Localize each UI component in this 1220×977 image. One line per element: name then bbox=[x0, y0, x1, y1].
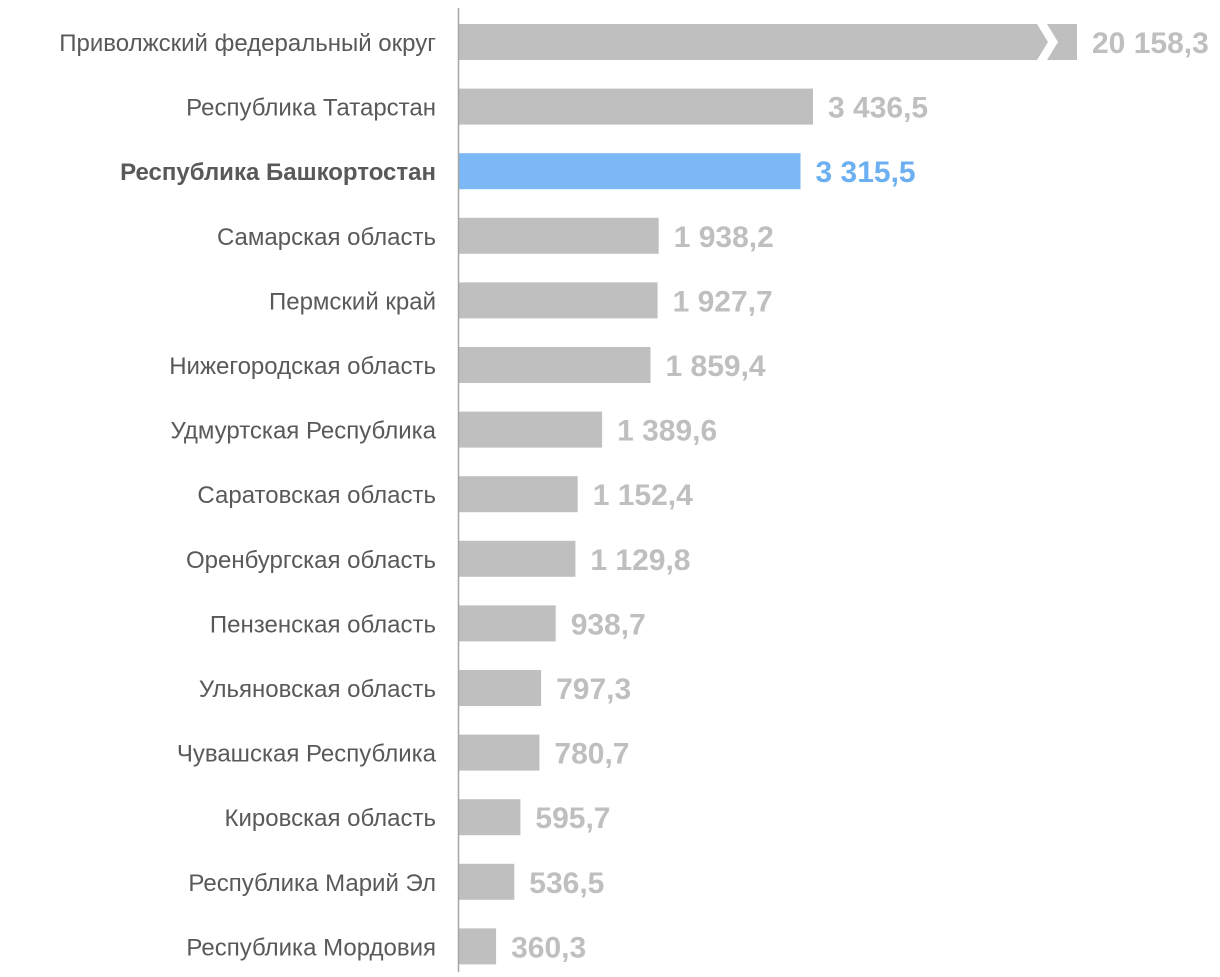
bar bbox=[459, 347, 651, 383]
category-label: Республика Марий Эл bbox=[188, 870, 436, 897]
bar bbox=[459, 88, 813, 125]
category-label: Оренбургская область bbox=[186, 547, 436, 574]
bars-group bbox=[459, 24, 1077, 965]
bar bbox=[459, 153, 801, 190]
value-label: 938,7 bbox=[571, 608, 646, 641]
category-label: Саратовская область bbox=[197, 482, 436, 509]
bar bbox=[459, 670, 542, 706]
value-label: 1 389,6 bbox=[617, 415, 717, 448]
category-label: Республика Татарстан bbox=[186, 95, 436, 122]
bar bbox=[459, 928, 497, 965]
value-label: 1 129,8 bbox=[590, 544, 690, 577]
value-label: 1 938,2 bbox=[674, 221, 774, 254]
value-label: 1 152,4 bbox=[593, 479, 693, 512]
category-label: Пермский край bbox=[269, 288, 436, 315]
category-label: Кировская область bbox=[225, 805, 436, 832]
category-label: Самарская область bbox=[217, 224, 436, 251]
category-label: Ульяновская область bbox=[199, 676, 436, 703]
category-label: Республика Башкортостан bbox=[120, 159, 436, 186]
value-label: 3 436,5 bbox=[828, 92, 928, 125]
bar bbox=[459, 476, 578, 513]
bar bbox=[459, 24, 1077, 60]
category-label: Приволжский федеральный округ bbox=[59, 30, 436, 57]
bar bbox=[459, 605, 556, 642]
category-labels: Приволжский федеральный округ Республика … bbox=[59, 30, 436, 961]
category-label: Удмуртская Республика bbox=[171, 418, 437, 445]
category-label: Чувашская Республика bbox=[177, 741, 437, 768]
value-label: 360,3 bbox=[511, 931, 586, 964]
bar bbox=[459, 540, 576, 577]
bar bbox=[459, 282, 658, 319]
value-label: 20 158,3 bbox=[1092, 27, 1209, 60]
category-label: Нижегородская область bbox=[169, 353, 436, 380]
value-label: 780,7 bbox=[554, 738, 629, 771]
value-label: 797,3 bbox=[556, 673, 631, 706]
bar bbox=[459, 217, 659, 254]
bar bbox=[459, 734, 540, 771]
value-label: 3 315,5 bbox=[816, 156, 916, 189]
axis-break-mark bbox=[1037, 24, 1058, 60]
value-label: 1 859,4 bbox=[666, 350, 766, 383]
bar bbox=[459, 863, 515, 900]
value-label: 595,7 bbox=[535, 802, 610, 835]
category-label: Пензенская область bbox=[210, 611, 436, 638]
category-label: Республика Мордовия bbox=[186, 934, 436, 961]
value-labels: 20 158,3 3 436,5 3 315,5 1 938,2 1 927,7 1 85… bbox=[511, 27, 1209, 964]
bar bbox=[459, 799, 521, 836]
value-label: 536,5 bbox=[529, 867, 604, 900]
value-label: 1 927,7 bbox=[673, 285, 773, 318]
bar bbox=[459, 411, 603, 448]
